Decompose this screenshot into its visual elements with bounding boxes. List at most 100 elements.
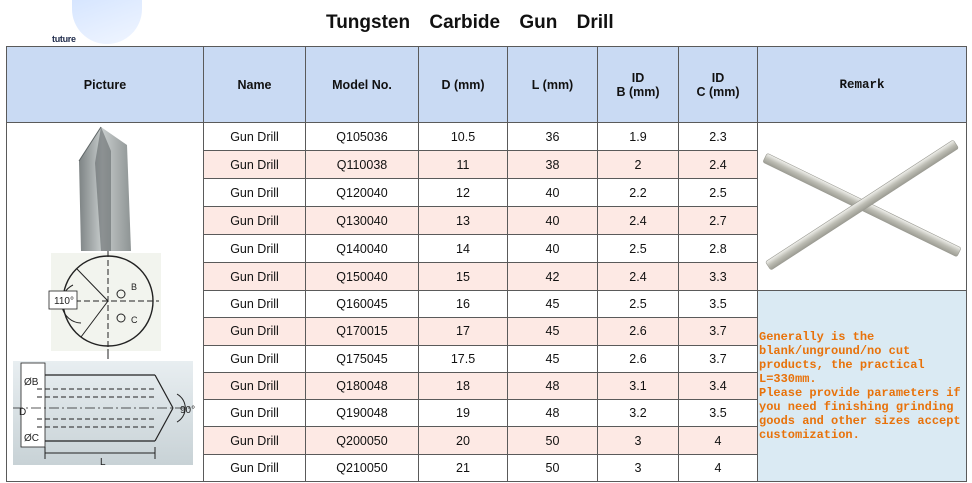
cell-d: 13 [418,206,508,235]
cell-name: Gun Drill [203,344,306,373]
label-c-small: C [131,315,138,325]
cell-b: 2.5 [597,289,679,319]
cell-l: 45 [507,289,598,319]
header-d: D (mm) [418,46,508,123]
cell-c: 3.7 [678,344,758,373]
remark-line: Generally is the [759,330,875,345]
cell-c: 4 [678,453,758,483]
header-c: ID C (mm) [678,46,758,123]
cell-model: Q200050 [305,426,419,455]
cell-c: 3.5 [678,289,758,319]
cell-c: 3.7 [678,317,758,346]
label-ob: ØB [24,377,39,388]
cell-l: 48 [507,399,598,428]
cell-name: Gun Drill [203,289,306,319]
cell-model: Q160045 [305,289,419,319]
cell-l: 36 [507,122,598,151]
cell-b: 2.6 [597,344,679,373]
cell-d: 14 [418,234,508,263]
cell-c: 2.8 [678,234,758,263]
page-title: Tungsten Carbide Gun Drill [326,12,614,33]
remark-line: Please provide parameters if [759,386,961,401]
cell-l: 42 [507,262,598,291]
cell-b: 2.2 [597,178,679,207]
remark-line: products, the practical [759,358,925,373]
remark-line: L=330mm. [759,372,817,387]
cell-l: 50 [507,426,598,455]
cell-c: 2.4 [678,150,758,179]
cell-model: Q150040 [305,262,419,291]
logo-text: tuture [52,34,76,44]
cell-b: 2.4 [597,262,679,291]
cell-c: 3.3 [678,262,758,291]
table-row: Gun Drill Q210050 21 50 3 4 [7,453,967,483]
cell-d: 10.5 [418,122,508,151]
cell-b: 3.2 [597,399,679,428]
cell-d: 17 [418,317,508,346]
cell-name: Gun Drill [203,453,306,483]
table-row: Gun Drill Q120040 12 40 2.2 2.5 [7,178,967,207]
header-c-top: ID [711,70,725,85]
remark-line: customization. [759,428,860,443]
cell-c: 2.5 [678,178,758,207]
cell-b: 1.9 [597,122,679,151]
header-b-top: ID [631,70,645,85]
cell-c: 3.4 [678,371,758,401]
cell-l: 40 [507,234,598,263]
cell-l: 48 [507,371,598,401]
cell-l: 45 [507,317,598,346]
cell-name: Gun Drill [203,234,306,263]
drill-tip-photo [78,126,131,251]
cell-name: Gun Drill [203,317,306,346]
logo-mark [72,0,142,44]
header-c-bottom: C (mm) [696,84,740,99]
cell-c: 4 [678,426,758,455]
header-model: Model No. [305,46,419,123]
table-row: Gun Drill Q110038 11 38 2 2.4 [7,150,967,179]
cell-name: Gun Drill [203,122,306,151]
table-row: Gun Drill Q190048 19 48 3.2 3.5 [7,399,967,428]
remark-line: goods and other sizes accept [759,414,961,429]
cell-model: Q180048 [305,371,419,401]
gun-drill-rods-photo [763,140,961,270]
cell-b: 2 [597,150,679,179]
cell-name: Gun Drill [203,262,306,291]
cell-c: 3.5 [678,399,758,428]
cell-b: 2.5 [597,234,679,263]
label-oc: ØC [24,433,39,444]
cell-d: 21 [418,453,508,483]
picture-cell: B C 110° 90° ØB [6,121,204,483]
header-remark: Remark [757,46,967,123]
cell-model: Q110038 [305,150,419,179]
table-row: Gun Drill Q200050 20 50 3 4 [7,426,967,455]
cell-d: 19 [418,399,508,428]
cell-model: Q120040 [305,178,419,207]
cell-model: Q105036 [305,122,419,151]
cell-b: 2.4 [597,206,679,235]
header-b: ID B (mm) [597,46,679,123]
product-table: Picture Name Model No. D (mm) L (mm) ID B… [6,46,967,483]
cell-d: 12 [418,178,508,207]
remark-line: blank/unground/no cut [759,344,911,359]
cell-name: Gun Drill [203,399,306,428]
cell-model: Q130040 [305,206,419,235]
table-header-row: Picture Name Model No. D (mm) L (mm) ID B… [6,46,967,123]
table-row: Gun Drill Q175045 17.5 45 2.6 3.7 [7,344,967,373]
cell-b: 3 [597,453,679,483]
table-row: Gun Drill Q180048 18 48 3.1 3.4 [7,371,967,401]
cell-name: Gun Drill [203,371,306,401]
cell-l: 40 [507,206,598,235]
cell-model: Q190048 [305,399,419,428]
side-view-diagram: 90° ØB D ØC L [13,361,195,468]
header-picture: Picture [6,46,204,123]
remark-line: you need finishing grinding [759,400,954,415]
cell-name: Gun Drill [203,206,306,235]
table-row: Gun Drill Q150040 15 42 2.4 3.3 [7,262,967,291]
cell-b: 3 [597,426,679,455]
label-l: L [100,457,106,467]
header-l: L (mm) [507,46,598,123]
cell-c: 2.3 [678,122,758,151]
remark-photo-cell [757,122,967,291]
cell-c: 2.7 [678,206,758,235]
table-row: Gun Drill Q140040 14 40 2.5 2.8 [7,234,967,263]
